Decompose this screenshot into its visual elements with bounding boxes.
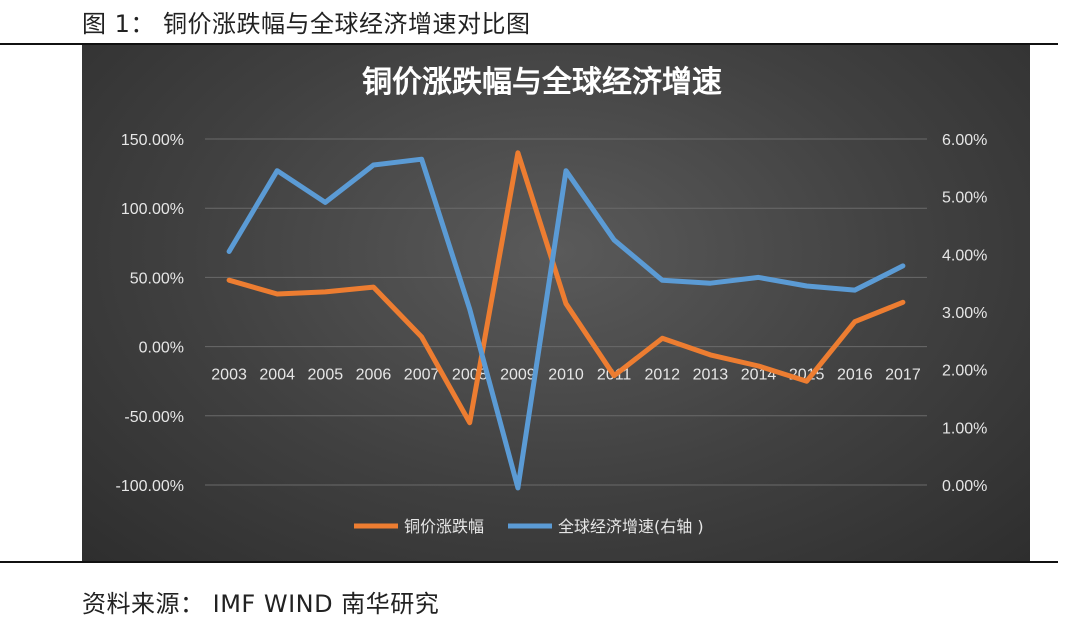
x-tick-label: 2005 xyxy=(308,367,344,384)
top-rule xyxy=(0,43,1058,45)
left-tick-label: 150.00% xyxy=(121,132,184,149)
x-tick-label: 2004 xyxy=(259,367,295,384)
left-tick-label: 100.00% xyxy=(121,201,184,218)
x-tick-label: 2006 xyxy=(356,367,392,384)
x-tick-label: 2012 xyxy=(644,367,680,384)
right-axis-ticks: 6.00% 5.00% 4.00% 3.00% 2.00% 1.00% 0.00% xyxy=(942,132,987,495)
x-tick-label: 2013 xyxy=(693,367,729,384)
x-tick-label: 2010 xyxy=(548,367,584,384)
right-tick-label: 1.00% xyxy=(942,420,987,437)
right-tick-label: 0.00% xyxy=(942,478,987,495)
x-tick-label: 2007 xyxy=(404,367,440,384)
chart-title: 铜价涨跌幅与全球经济增速 xyxy=(362,65,722,100)
right-tick-label: 5.00% xyxy=(942,190,987,207)
chart-panel: 铜价涨跌幅与全球经济增速 150.00% 100.00% 50.00% 0.00% -5… xyxy=(82,45,1030,561)
x-tick-label: 2017 xyxy=(885,367,921,384)
right-tick-label: 3.00% xyxy=(942,305,987,322)
right-tick-label: 6.00% xyxy=(942,132,987,149)
left-axis-ticks: 150.00% 100.00% 50.00% 0.00% -50.00% -100.00% xyxy=(116,132,185,495)
source-note: 资料来源： IMF WIND 南华研究 xyxy=(82,590,440,618)
x-tick-label: 2016 xyxy=(837,367,873,384)
x-axis-ticks: 2003 2004 2005 2006 2007 2008 2009 2010 2011 2012… xyxy=(211,367,921,384)
x-tick-label: 2009 xyxy=(500,367,536,384)
series-line-gdp xyxy=(226,156,906,491)
legend: 铜价涨跌幅 全球经济增速(右轴 ) xyxy=(354,517,704,536)
series-line-copper xyxy=(226,150,906,426)
right-tick-label: 2.00% xyxy=(942,363,987,380)
series-lines xyxy=(226,150,906,491)
legend-label: 全球经济增速(右轴 ) xyxy=(558,517,704,536)
x-tick-label: 2003 xyxy=(211,367,247,384)
left-tick-label: -50.00% xyxy=(124,409,184,426)
chart-svg: 铜价涨跌幅与全球经济增速 150.00% 100.00% 50.00% 0.00% -5… xyxy=(116,65,988,536)
left-tick-label: 50.00% xyxy=(130,270,184,287)
legend-label: 铜价涨跌幅 xyxy=(404,517,484,536)
right-tick-label: 4.00% xyxy=(942,247,987,264)
figure-caption: 图 1： 铜价涨跌幅与全球经济增速对比图 xyxy=(82,10,531,38)
bottom-rule xyxy=(0,561,1058,563)
gridlines xyxy=(205,138,927,486)
x-tick-label: 2008 xyxy=(452,367,488,384)
left-tick-label: 0.00% xyxy=(139,340,184,357)
left-tick-label: -100.00% xyxy=(116,478,185,495)
